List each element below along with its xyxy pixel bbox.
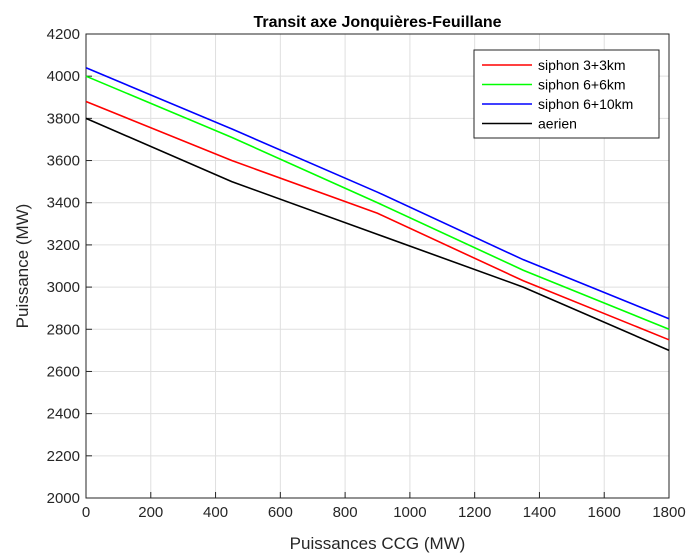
axis-ticks: 0 200 400 600 800 1000 1200 1400 1600 1800 2000 220…: [47, 26, 686, 521]
x-axis-label: Puissances CCG (MW): [290, 534, 466, 553]
legend-entry: aerien: [538, 116, 577, 132]
y-tick-label: 2400: [47, 406, 80, 423]
y-tick-label: 4000: [47, 68, 80, 85]
x-tick-label: 400: [203, 504, 228, 521]
x-tick-label: 1000: [393, 504, 426, 521]
x-tick-label: 800: [333, 504, 358, 521]
x-tick-label: 200: [138, 504, 163, 521]
x-tick-label: 1600: [588, 504, 621, 521]
x-tick-label: 1400: [523, 504, 556, 521]
y-axis-label: Puissance (MW): [13, 204, 32, 329]
x-tick-label: 1200: [458, 504, 491, 521]
series-line-3: [85, 67, 670, 320]
y-tick-label: 3000: [47, 279, 80, 296]
series-lines: [85, 67, 670, 352]
y-tick-label: 3400: [47, 195, 80, 212]
x-tick-label: 600: [268, 504, 293, 521]
y-tick-label: 2600: [47, 363, 80, 380]
y-tick-label: 2000: [47, 490, 80, 507]
y-tick-label: 3200: [47, 237, 80, 254]
legend-entry: siphon 3+3km: [538, 57, 626, 73]
y-tick-label: 3600: [47, 153, 80, 170]
legend-entry: siphon 6+6km: [538, 77, 626, 93]
x-tick-label: 0: [82, 504, 90, 521]
series-line-4: [85, 117, 670, 352]
plot-frame: [85, 33, 670, 499]
series-line-1: [85, 100, 670, 341]
y-tick-label: 3800: [47, 110, 80, 127]
series-line-2: [85, 75, 670, 331]
chart-title: Transit axe Jonquières-Feuillane: [253, 14, 501, 31]
legend: siphon 3+3km siphon 6+6km siphon 6+10km aer…: [473, 49, 660, 139]
legend-entry: siphon 6+10km: [538, 96, 633, 112]
y-tick-label: 4200: [47, 26, 80, 43]
y-tick-label: 2200: [47, 448, 80, 465]
x-tick-label: 1800: [652, 504, 685, 521]
y-tick-label: 2800: [47, 321, 80, 338]
